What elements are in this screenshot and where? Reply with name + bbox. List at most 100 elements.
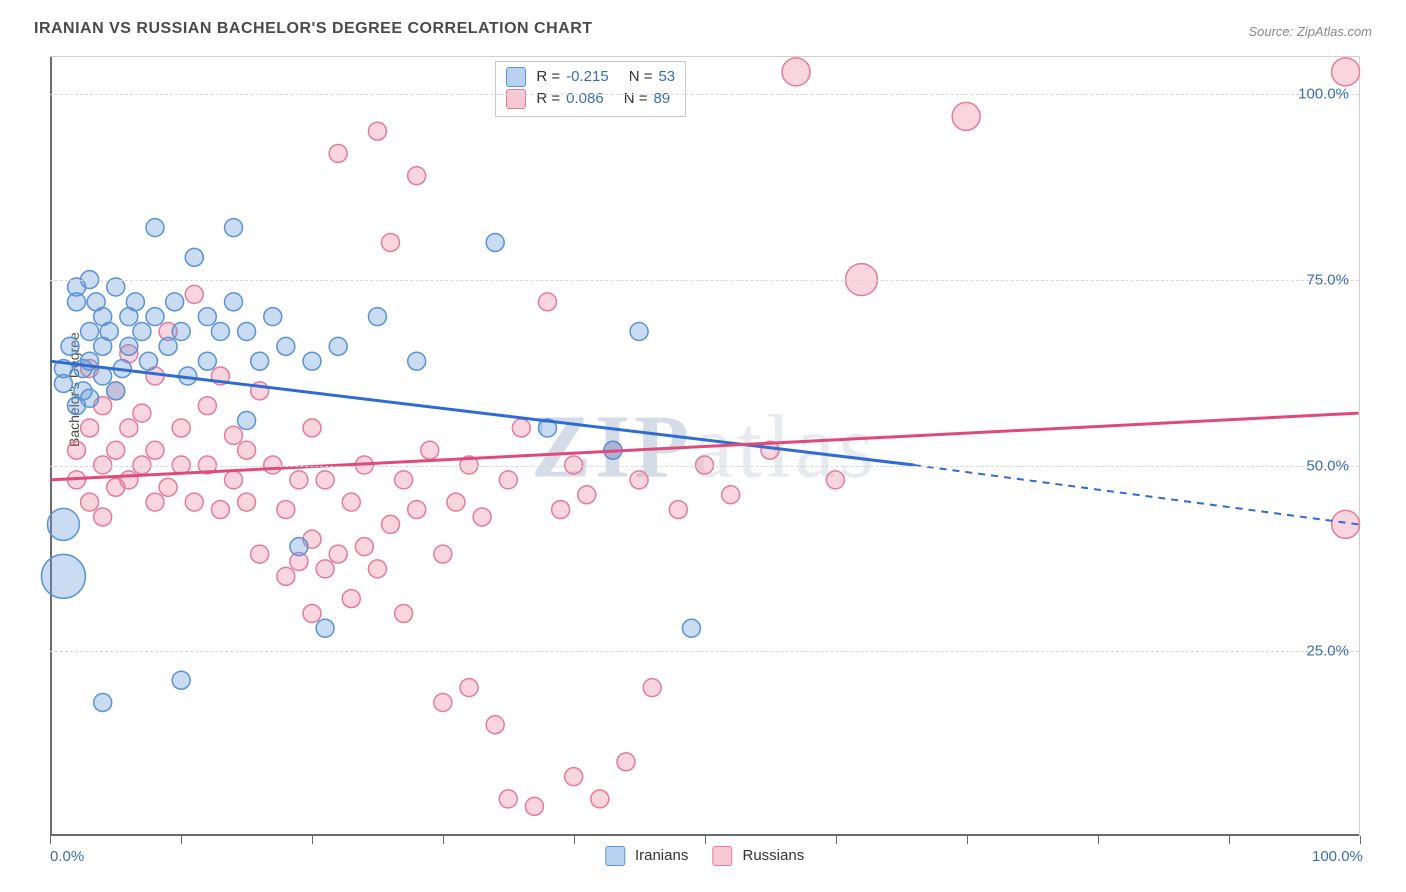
russians-point	[277, 501, 295, 519]
iranians-point	[368, 308, 386, 326]
iranians-point	[172, 323, 190, 341]
iranians-point	[486, 233, 504, 251]
russians-point	[225, 426, 243, 444]
source-label: Source: ZipAtlas.com	[1248, 24, 1372, 39]
iranians-point	[139, 352, 157, 370]
iranians-point	[277, 337, 295, 355]
russians-point	[329, 144, 347, 162]
russians-point	[146, 493, 164, 511]
legend-item-iranians: Iranians	[605, 846, 689, 866]
x-axis-max-label: 100.0%	[1312, 848, 1363, 865]
russians-point	[238, 493, 256, 511]
legend-item-russians: Russians	[712, 846, 804, 866]
iranians-point	[146, 219, 164, 237]
russians-point	[185, 285, 203, 303]
russians-point	[303, 604, 321, 622]
russians-point	[382, 233, 400, 251]
russians-point	[643, 679, 661, 697]
russians-point	[342, 590, 360, 608]
russians-point	[146, 441, 164, 459]
iranians-point	[630, 323, 648, 341]
russians-point	[826, 471, 844, 489]
legend-row-russians: R = 0.086 N = 89	[506, 88, 675, 110]
russians-point	[368, 560, 386, 578]
iranians-point	[107, 382, 125, 400]
legend-swatch-russians-icon	[712, 846, 732, 866]
grid-line	[50, 280, 1359, 281]
russians-point	[447, 493, 465, 511]
trend-line	[914, 465, 1359, 524]
x-tick	[1098, 836, 1099, 844]
legend-swatch-pink	[506, 89, 526, 109]
russians-point	[1332, 58, 1360, 86]
russians-point	[120, 471, 138, 489]
russians-point	[172, 419, 190, 437]
iranians-point	[316, 619, 334, 637]
y-tick-label: 50.0%	[1306, 457, 1349, 474]
legend-N-russians: 89	[653, 88, 670, 110]
iranians-point	[61, 337, 79, 355]
russians-point	[211, 501, 229, 519]
grid-line	[50, 466, 1359, 467]
trend-line	[50, 361, 913, 465]
iranians-point	[225, 293, 243, 311]
russians-point	[316, 560, 334, 578]
legend-R-russians: 0.086	[566, 88, 604, 110]
x-tick	[836, 836, 837, 844]
russians-point	[473, 508, 491, 526]
russians-point	[486, 716, 504, 734]
x-tick	[967, 836, 968, 844]
x-tick	[574, 836, 575, 844]
russians-point	[421, 441, 439, 459]
x-axis-min-label: 0.0%	[50, 848, 84, 865]
russians-point	[342, 493, 360, 511]
russians-point	[395, 604, 413, 622]
iranians-point	[408, 352, 426, 370]
russians-point	[185, 493, 203, 511]
iranians-point	[303, 352, 321, 370]
russians-point	[94, 508, 112, 526]
russians-point	[525, 797, 543, 815]
legend-swatch-blue	[506, 67, 526, 87]
legend-R-label: R =	[536, 88, 560, 110]
iranians-point	[185, 248, 203, 266]
russians-point	[329, 545, 347, 563]
russians-point	[460, 679, 478, 697]
legend-N-label: N =	[629, 66, 653, 88]
russians-point	[578, 486, 596, 504]
chart-title: IRANIAN VS RUSSIAN BACHELOR'S DEGREE COR…	[34, 20, 593, 38]
russians-point	[408, 501, 426, 519]
russians-point	[408, 167, 426, 185]
russians-point	[539, 293, 557, 311]
russians-point	[81, 493, 99, 511]
x-tick	[443, 836, 444, 844]
russians-point	[565, 768, 583, 786]
russians-point	[512, 419, 530, 437]
y-tick-label: 75.0%	[1306, 271, 1349, 288]
iranians-point	[133, 323, 151, 341]
russians-point	[669, 501, 687, 519]
x-tick	[181, 836, 182, 844]
y-tick-label: 25.0%	[1306, 643, 1349, 660]
iranians-point	[146, 308, 164, 326]
legend-label-iranians: Iranians	[635, 847, 688, 864]
iranians-point	[100, 323, 118, 341]
x-tick	[312, 836, 313, 844]
iranians-point	[126, 293, 144, 311]
correlation-legend: R = -0.215 N = 53 R = 0.086 N = 89	[495, 61, 686, 117]
russians-point	[120, 419, 138, 437]
x-tick	[1229, 836, 1230, 844]
iranians-point	[81, 323, 99, 341]
russians-point	[395, 471, 413, 489]
russians-point	[382, 515, 400, 533]
russians-point	[434, 693, 452, 711]
iranians-point	[120, 337, 138, 355]
legend-N-label: N =	[624, 88, 648, 110]
grid-line	[50, 651, 1359, 652]
russians-point	[552, 501, 570, 519]
russians-point	[303, 419, 321, 437]
russians-point	[368, 122, 386, 140]
legend-swatch-iranians-icon	[605, 846, 625, 866]
russians-point	[198, 397, 216, 415]
legend-R-iranians: -0.215	[566, 66, 609, 88]
